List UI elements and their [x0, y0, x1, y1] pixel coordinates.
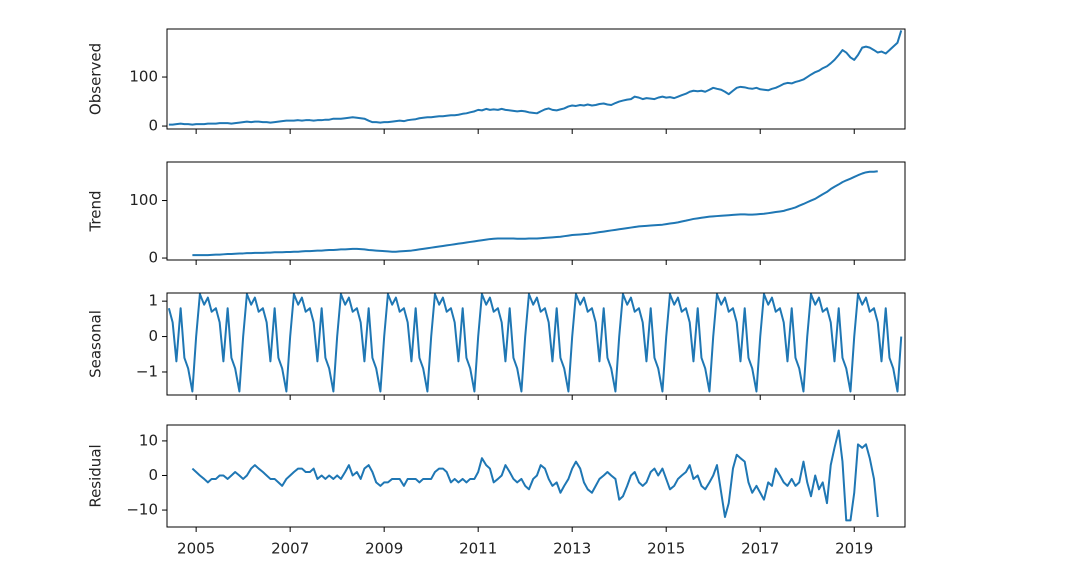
axes-frame — [166, 424, 906, 528]
axes-frame — [166, 28, 906, 130]
y-tick-label: 0 — [148, 117, 158, 135]
y-axis-label: Seasonal — [87, 310, 105, 378]
x-tick-label: 2017 — [741, 540, 779, 558]
y-axis-label: Trend — [87, 190, 105, 232]
y-tick-label: 0 — [148, 466, 158, 484]
x-tick-label: 2005 — [177, 540, 215, 558]
y-tick-label: 0 — [148, 327, 158, 345]
x-tick-label: 2015 — [647, 540, 685, 558]
axes-frame — [166, 292, 906, 396]
y-tick-label: 1 — [148, 292, 158, 310]
y-tick-label: 0 — [148, 249, 158, 267]
series-line — [168, 30, 903, 126]
y-tick-label: 100 — [129, 191, 158, 209]
y-tick-label: −10 — [126, 501, 158, 519]
x-tick-label: 2009 — [365, 540, 403, 558]
y-tick-label: 100 — [129, 68, 158, 86]
y-tick-label: 10 — [139, 431, 158, 449]
y-axis-label: Observed — [87, 43, 105, 115]
y-tick-label: −1 — [136, 362, 158, 380]
x-tick-label: 2007 — [271, 540, 309, 558]
series-line — [167, 293, 903, 393]
x-tick-label: 2013 — [553, 540, 591, 558]
y-axis-label: Residual — [87, 444, 105, 507]
axes-frame — [166, 161, 906, 261]
x-tick-label: 2019 — [835, 540, 873, 558]
series-line — [191, 429, 879, 522]
x-tick-label: 2011 — [459, 540, 497, 558]
series-line — [192, 170, 878, 257]
